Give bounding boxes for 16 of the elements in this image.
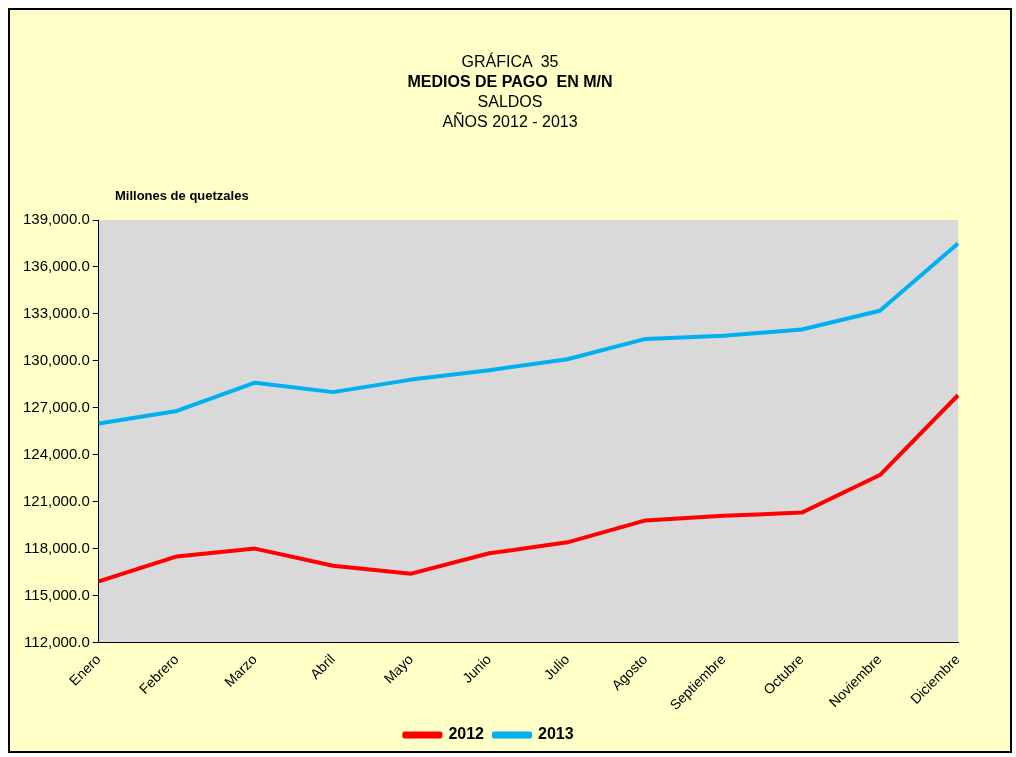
y-tick-label: 127,000.0: [23, 397, 90, 415]
y-tick-label: 112,000.0: [24, 632, 90, 650]
y-tick-label: 121,000.0: [23, 491, 90, 509]
y-tick-label: 115,000.0: [24, 585, 90, 603]
chart-subtitle: SALDOS AÑOS 2012 - 2013: [441, 92, 579, 132]
y-tick-label: 136,000.0: [23, 257, 90, 275]
legend-label: 2013: [538, 725, 574, 743]
y-tick-label: 118,000.0: [24, 538, 90, 556]
y-tick-label: 133,000.0: [23, 304, 90, 322]
chart-title: MEDIOS DE PAGO EN M/N: [406, 72, 614, 92]
y-tick-label: 130,000.0: [23, 350, 90, 368]
text: GRÁFICA 35: [460, 52, 560, 72]
y-axis-title: Millones de quetzales: [115, 188, 249, 203]
legend-label: 2012: [448, 725, 485, 743]
y-tick-label: 139,000.0: [23, 210, 90, 228]
y-tick-label: 124,000.0: [23, 444, 90, 462]
